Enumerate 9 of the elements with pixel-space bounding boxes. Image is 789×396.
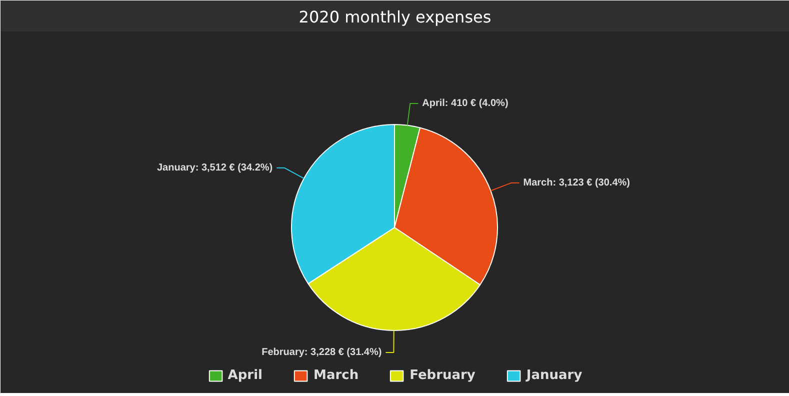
data-label: April: 410 € (4.0%) bbox=[422, 98, 508, 109]
legend-label: March bbox=[314, 368, 359, 383]
legend-label: February bbox=[410, 368, 476, 383]
data-label: February: 3,228 € (31.4%) bbox=[262, 346, 382, 358]
data-label: January: 3,512 € (34.2%) bbox=[156, 162, 273, 174]
data-label: March: 3,123 € (30.4%) bbox=[523, 177, 630, 188]
legend-label: April bbox=[228, 368, 263, 383]
chart-title: 2020 monthly expenses bbox=[298, 8, 492, 26]
legend-label: January bbox=[526, 368, 582, 383]
